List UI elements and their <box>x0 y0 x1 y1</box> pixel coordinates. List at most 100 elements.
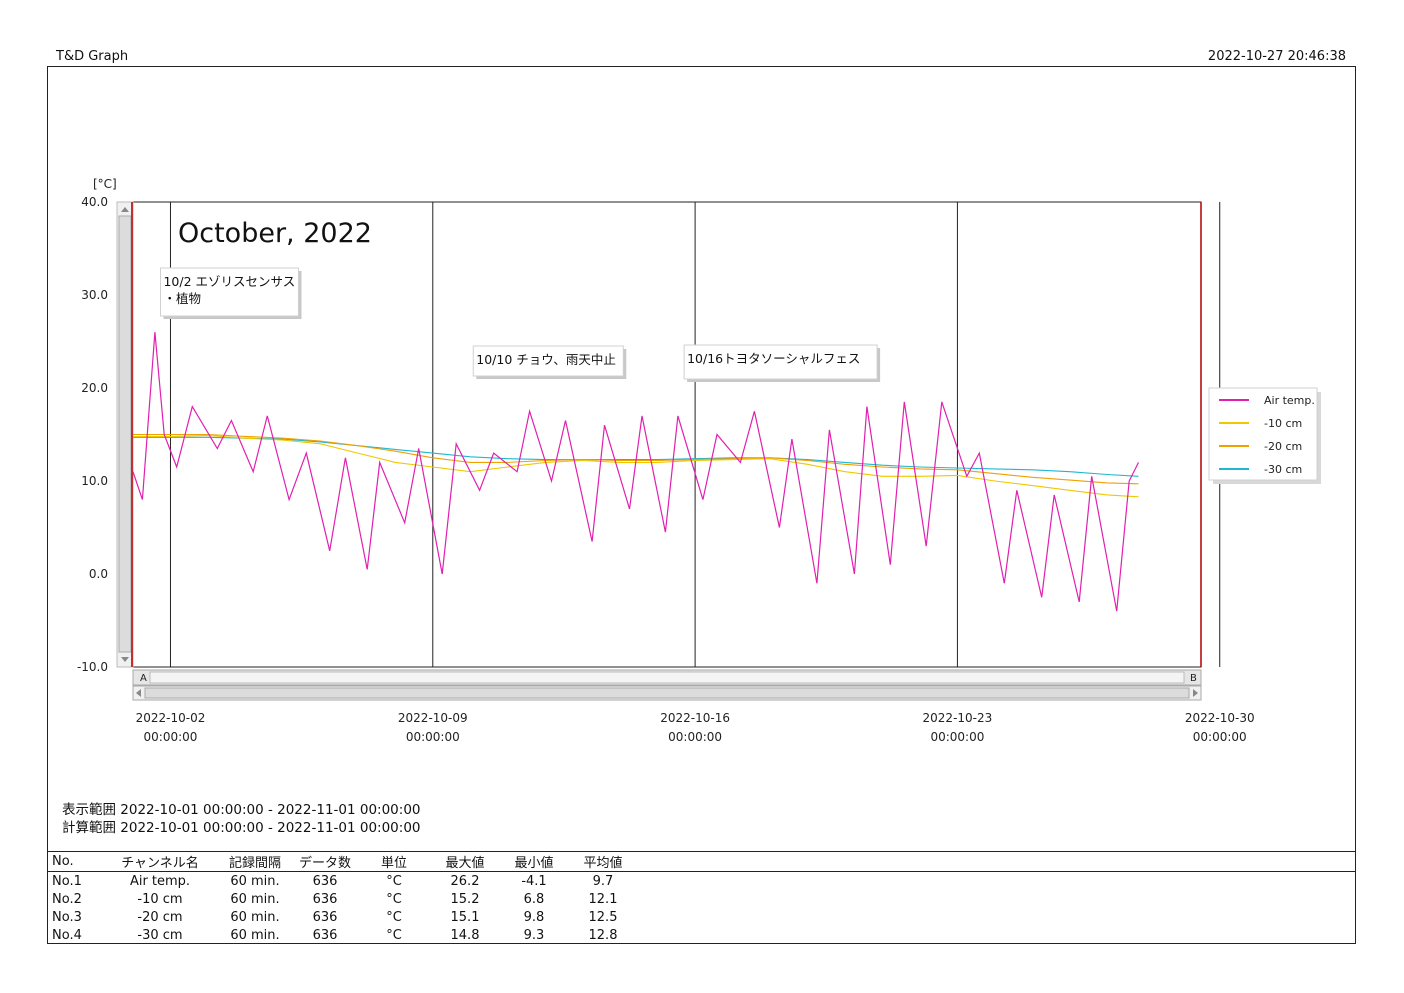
table-cell: No.2 <box>52 891 82 907</box>
y-tick-label: -10.0 <box>77 660 108 674</box>
table-cell: °C <box>386 927 402 943</box>
y-tick-label: 0.0 <box>89 567 108 581</box>
table-header-row: No. チャンネル名 記録間隔 データ数 単位 最大値 最小値 平均値 <box>48 851 1355 872</box>
table-cell: -4.1 <box>521 873 547 889</box>
table-cell: 60 min. <box>230 891 280 907</box>
annotation-text: 10/16トヨタソーシャルフェス <box>687 351 860 366</box>
table-filler-cell <box>636 890 1355 908</box>
x-tick-time: 00:00:00 <box>930 730 984 744</box>
annotation-box <box>472 345 624 377</box>
series-line <box>132 332 1140 612</box>
y-tick-label: 20.0 <box>81 381 108 395</box>
table-header-cell: チャンネル名 <box>104 851 216 872</box>
x-tick-time: 00:00:00 <box>1193 730 1247 744</box>
table-cell: -30 cm <box>137 927 183 943</box>
table-cell: °C <box>386 891 402 907</box>
table-cell: °C <box>386 909 402 925</box>
table-filler-cell <box>636 926 1355 944</box>
table-cell: -10 cm <box>137 891 183 907</box>
plot-area <box>132 201 1202 668</box>
vertical-scroll-thumb[interactable] <box>118 215 132 653</box>
annotation-text: 10/10 チョウ、雨天中止 <box>476 352 616 367</box>
channel-stats-table: No. チャンネル名 記録間隔 データ数 単位 最大値 最小値 平均値 No.1 Air tem… <box>48 851 1355 944</box>
range-marker-b[interactable]: B <box>1190 673 1197 684</box>
y-tick-label: 30.0 <box>81 288 108 302</box>
y-tick-label: 40.0 <box>81 195 108 209</box>
table-cell: 15.2 <box>450 891 480 907</box>
table-cell: 60 min. <box>230 909 280 925</box>
x-tick-date: 2022-10-02 <box>136 711 206 725</box>
table-cell: 6.8 <box>523 891 545 907</box>
table-cell: 9.8 <box>523 909 545 925</box>
series-line <box>133 433 1139 485</box>
table-cell: 636 <box>312 891 338 907</box>
scroll-left-icon[interactable] <box>136 689 141 697</box>
table-header-cell: データ数 <box>294 851 356 872</box>
table-cell: °C <box>386 873 402 889</box>
app-title: T&D Graph <box>56 49 129 64</box>
table-cell: 636 <box>312 873 338 889</box>
scroll-right-icon[interactable] <box>1193 689 1198 697</box>
table-header-cell: 最大値 <box>432 851 498 872</box>
page-frame <box>47 66 1356 944</box>
table-cell: 14.8 <box>450 927 480 943</box>
annotation-text: ・植物 <box>163 291 201 306</box>
legend-label: -10 cm <box>1264 417 1302 430</box>
x-tick-date: 2022-10-16 <box>660 711 730 725</box>
table-cell: Air temp. <box>129 873 191 889</box>
table-cell: No.3 <box>52 909 82 925</box>
calc-range: 計算範囲 2022-10-01 00:00:00 - 2022-11-01 00… <box>62 820 421 836</box>
table-cell: 12.5 <box>588 909 618 925</box>
table-header-cell: 最小値 <box>498 851 570 872</box>
y-tick-label: 10.0 <box>81 474 108 488</box>
scroll-up-icon[interactable] <box>121 207 129 212</box>
chart-svg: A B [°C] October, 2022 40.0 30.0 20.0 10.0 0… <box>77 177 1321 744</box>
x-tick-date: 2022-10-30 <box>1185 711 1255 725</box>
series-line <box>133 436 1139 477</box>
table-cell: No.4 <box>52 927 82 943</box>
legend <box>1208 387 1318 481</box>
table-header-cell: 単位 <box>356 851 432 872</box>
table-row: No.3 -20 cm 60 min. 636 °C 15.1 9.8 12.5 <box>48 908 1355 926</box>
y-axis-unit: [°C] <box>93 177 117 191</box>
table-cell: -20 cm <box>137 909 183 925</box>
annotation-box <box>159 267 299 317</box>
table-cell: No.1 <box>52 873 82 889</box>
table-header-filler <box>636 851 1355 872</box>
table-cell: 9.3 <box>523 927 545 943</box>
x-tick-time: 00:00:00 <box>144 730 198 744</box>
table-cell: 60 min. <box>230 927 280 943</box>
table-row: No.4 -30 cm 60 min. 636 °C 14.8 9.3 12.8 <box>48 926 1355 944</box>
table-row: No.1 Air temp. 60 min. 636 °C 26.2 -4.1 9.7 <box>48 872 1355 891</box>
table-header-cell: 記録間隔 <box>216 851 294 872</box>
legend-label: -20 cm <box>1264 440 1302 453</box>
table-cell: 60 min. <box>230 873 280 889</box>
chart-title: October, 2022 <box>178 218 372 249</box>
legend-label: -30 cm <box>1264 463 1302 476</box>
table-cell: 12.8 <box>588 927 618 943</box>
scroll-down-icon[interactable] <box>121 657 129 662</box>
x-tick-time: 00:00:00 <box>668 730 722 744</box>
table-header-cell: No. <box>48 851 104 872</box>
table-cell: 26.2 <box>450 873 480 889</box>
x-tick-time: 00:00:00 <box>406 730 460 744</box>
range-info: 表示範囲 2022-10-01 00:00:00 - 2022-11-01 00… <box>62 801 421 837</box>
x-tick-date: 2022-10-09 <box>398 711 468 725</box>
legend-label: Air temp. <box>1264 394 1315 407</box>
table-cell: 636 <box>312 927 338 943</box>
x-tick-date: 2022-10-23 <box>923 711 993 725</box>
print-timestamp: 2022-10-27 20:46:38 <box>1207 49 1346 64</box>
table-header-cell: 平均値 <box>570 851 636 872</box>
table-cell: 12.1 <box>588 891 618 907</box>
table-filler-cell <box>636 872 1355 891</box>
horizontal-scroll-thumb[interactable] <box>144 687 1190 699</box>
range-bar-thumb[interactable] <box>149 671 1185 684</box>
annotation-box <box>683 344 878 380</box>
table-cell: 9.7 <box>592 873 614 889</box>
range-marker-a[interactable]: A <box>140 673 147 684</box>
table-filler-cell <box>636 908 1355 926</box>
table-cell: 15.1 <box>450 909 480 925</box>
display-range: 表示範囲 2022-10-01 00:00:00 - 2022-11-01 00… <box>62 802 421 818</box>
series-line <box>133 434 1139 498</box>
table-cell: 636 <box>312 909 338 925</box>
